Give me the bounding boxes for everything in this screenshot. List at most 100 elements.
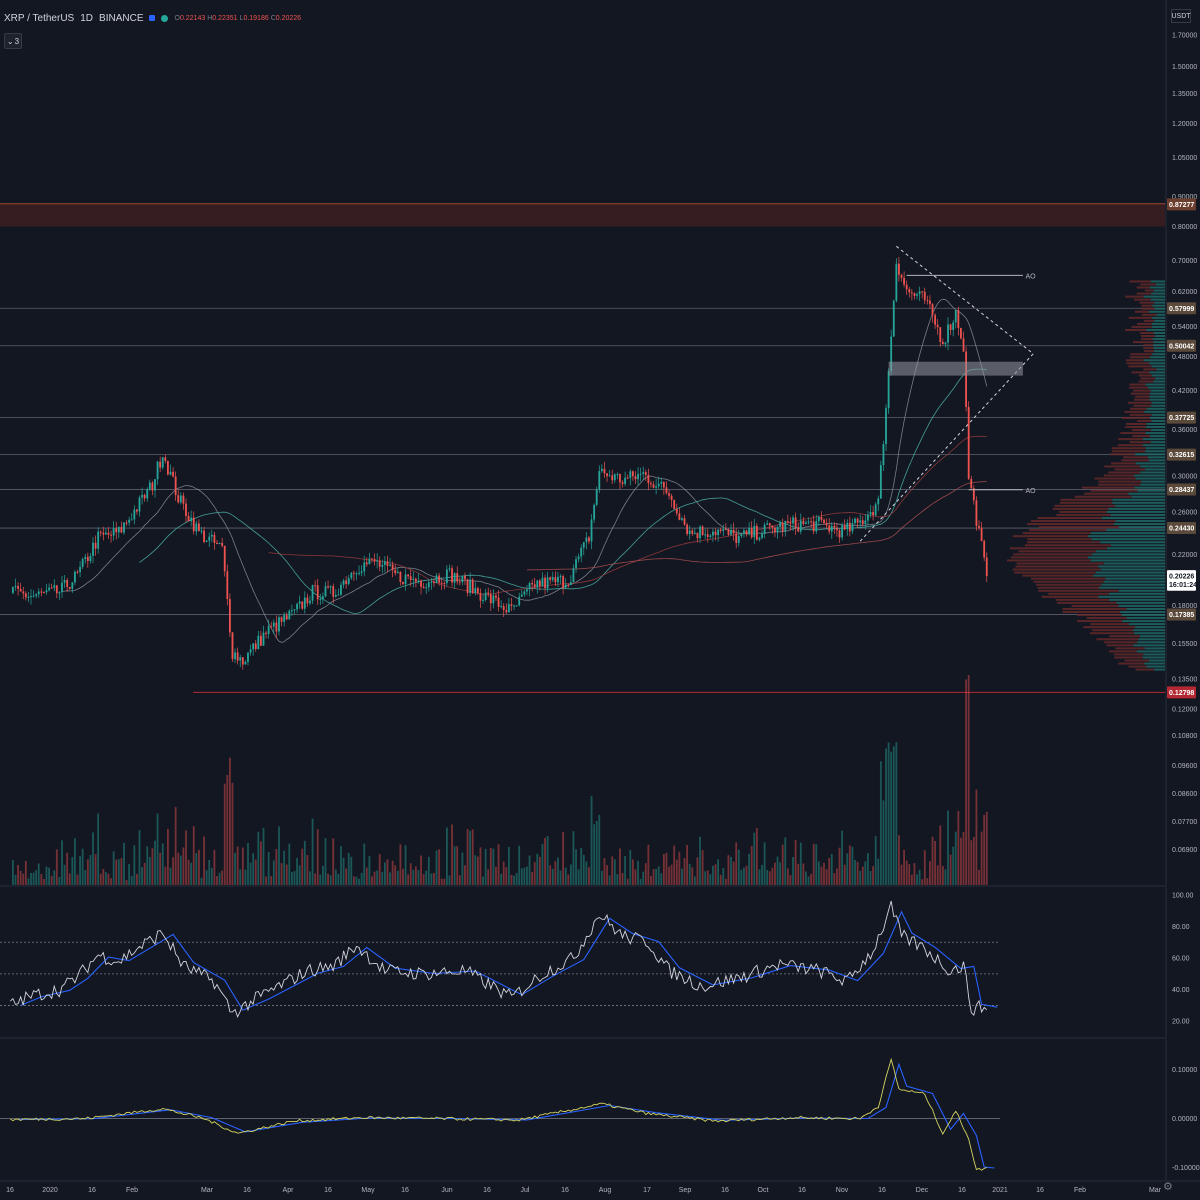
volume-bar (148, 857, 151, 885)
candle-body (854, 518, 856, 524)
settings-gear-icon[interactable]: ⚙ (1163, 1181, 1173, 1193)
candle-body (763, 524, 766, 534)
volume-profile-bar (1155, 377, 1165, 380)
volume-bar (701, 850, 704, 885)
volume-bar (655, 869, 658, 885)
interval-label[interactable]: 1D (80, 12, 94, 24)
drawings[interactable]: AO AO (859, 245, 1036, 542)
volume-profile-bar (1113, 653, 1144, 656)
candle-body (836, 527, 838, 531)
volume-bar (329, 875, 332, 885)
volume-bar (921, 879, 924, 885)
volume-profile-bar (1144, 662, 1165, 665)
volume-bar (562, 831, 565, 885)
candle-body (136, 509, 138, 512)
candle-body (779, 522, 782, 527)
candle-body (290, 610, 293, 612)
volume-profile-bar (1125, 426, 1146, 429)
volume-bar (290, 872, 293, 885)
candle-body (507, 604, 510, 613)
volume-profile-bar (1129, 441, 1151, 444)
volume-bar (864, 861, 867, 885)
candle-body (970, 478, 973, 489)
price-axis-tick: 0.15500 (1172, 641, 1197, 648)
volume-profile-bar (1154, 668, 1165, 671)
candle-body (76, 571, 79, 573)
candle-body (730, 529, 732, 535)
candle-body (753, 525, 756, 538)
volume-bar (404, 845, 407, 885)
candle-body (523, 591, 526, 595)
volume-profile-bar (1103, 562, 1165, 565)
volume-profile-bar (1060, 498, 1113, 501)
candle-body (650, 483, 652, 485)
candle-body (360, 571, 363, 573)
time-axis-tick: Mar (1149, 1187, 1162, 1194)
rsi-axis-tick: 100.00 (1172, 892, 1194, 899)
candle-body (934, 315, 937, 325)
volume-profile-bar (1156, 313, 1165, 316)
volume-profile-bar (1112, 450, 1146, 453)
volume-profile-bar (1131, 325, 1152, 328)
volume-bar (161, 843, 164, 885)
candle-body (745, 530, 748, 535)
candle-body (807, 521, 810, 523)
triangle-lower-line[interactable] (859, 353, 1034, 542)
candle-body (706, 534, 709, 537)
symbol-name[interactable]: XRP / TetherUS (4, 12, 75, 24)
volume-bar (102, 869, 105, 885)
candle-body (887, 371, 890, 409)
candle-body (376, 560, 379, 562)
volume-bar (376, 870, 379, 885)
volume-profile-bar (1115, 520, 1165, 523)
volume-bar (706, 870, 709, 885)
price-unit-label[interactable]: USDT (1171, 9, 1191, 23)
volume-bar (293, 871, 296, 885)
candle-body (719, 529, 722, 531)
volume-profile-bar (1120, 432, 1146, 435)
volume-bar (200, 877, 203, 885)
triangle-upper-line[interactable] (896, 245, 1034, 355)
candle-body (572, 568, 575, 583)
highlight-box[interactable] (888, 361, 1023, 376)
volume-bar (74, 838, 76, 885)
candle-body (319, 599, 322, 601)
volume-bar (944, 869, 947, 885)
price-tag-label: 0.20226 (1169, 574, 1194, 581)
price-axis-tick: 0.30000 (1172, 473, 1197, 480)
rsi-axis-tick: 80.00 (1172, 924, 1190, 931)
volume-bar (81, 848, 84, 885)
volume-profile-bar (1134, 486, 1165, 489)
eye-icon[interactable] (149, 15, 156, 21)
volume-profile-bar (1026, 541, 1101, 544)
volume-bar (678, 851, 681, 885)
volume-profile-bar (1151, 365, 1165, 368)
indicators-toggle-button[interactable]: ⌄ 3 (4, 33, 22, 49)
volume-bar (619, 848, 621, 885)
candle-body (665, 487, 668, 494)
volume-profile-bar (1155, 283, 1165, 286)
volume-bar (538, 856, 541, 885)
volume-bar (748, 853, 751, 885)
volume-profile-bar (1059, 501, 1113, 504)
volume-profile-bar (1126, 422, 1147, 425)
volume-bar (820, 866, 823, 885)
candle-body (647, 475, 650, 484)
candle-body (283, 615, 286, 622)
volume-bar (799, 842, 802, 885)
volume-profile-bar (1094, 477, 1136, 480)
candle-body (373, 558, 376, 562)
volume-bar (890, 751, 893, 885)
candle-body (544, 577, 546, 589)
candle-body (257, 635, 260, 650)
volume-bar (500, 873, 503, 885)
candle-body (32, 595, 35, 597)
volume-bar (495, 866, 497, 885)
volume-profile-bar (1118, 589, 1165, 592)
symbol-legend[interactable]: XRP / TetherUS 1D BINANCE O0.22143 H0.22… (4, 10, 301, 26)
candle-body (141, 494, 143, 498)
candle-body (709, 535, 712, 537)
candle-body (533, 584, 536, 588)
candle-body (644, 472, 647, 476)
